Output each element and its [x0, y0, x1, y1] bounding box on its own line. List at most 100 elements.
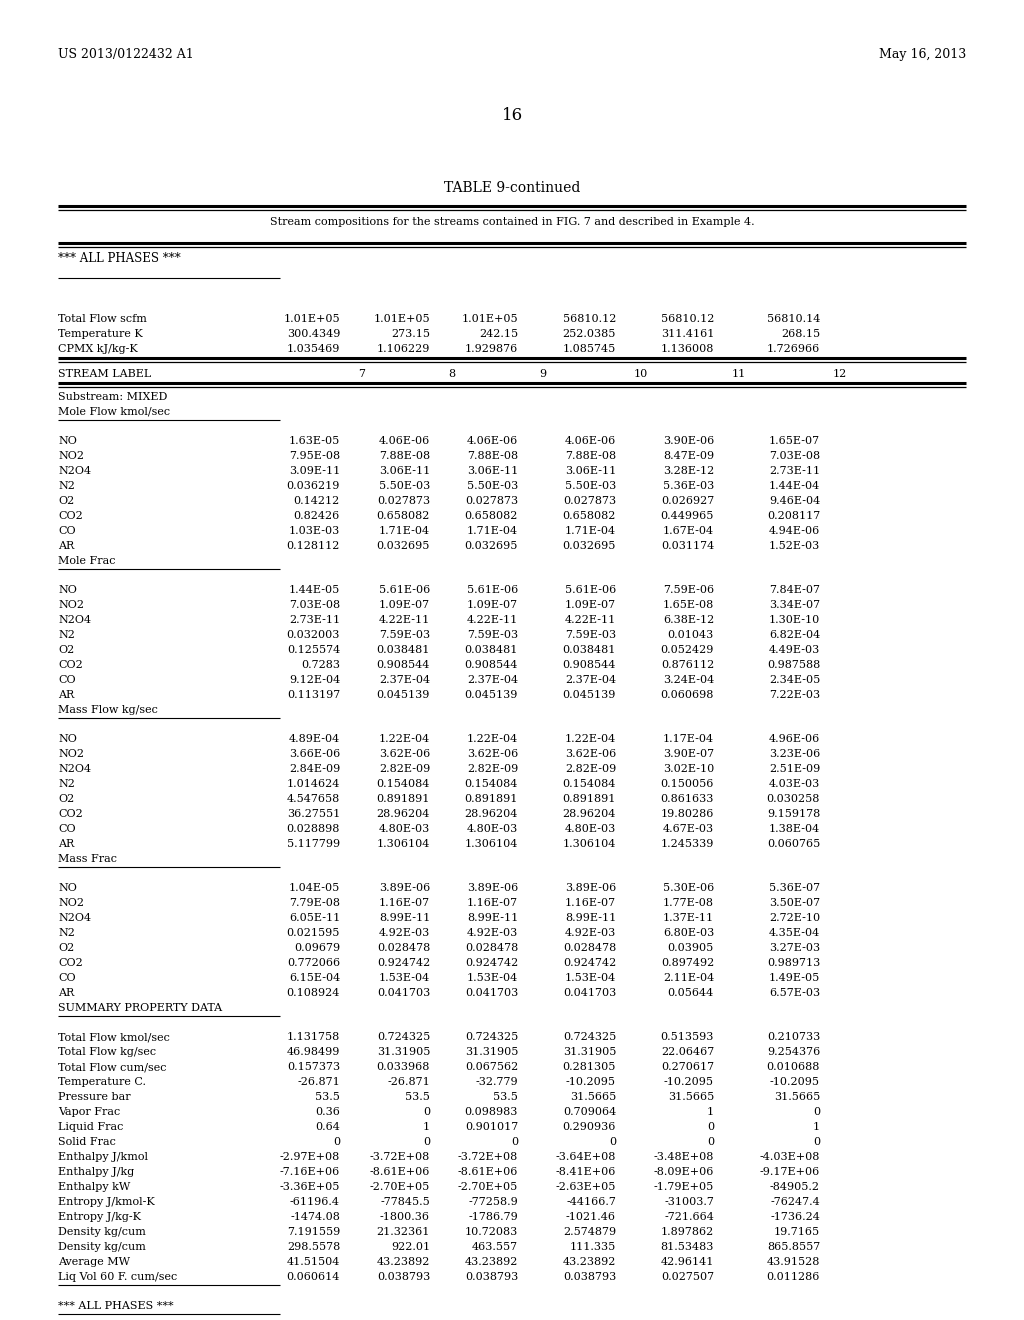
Text: 22.06467: 22.06467: [660, 1047, 714, 1057]
Text: 5.50E-03: 5.50E-03: [379, 480, 430, 491]
Text: 4.96E-06: 4.96E-06: [769, 734, 820, 744]
Text: 4.06E-06: 4.06E-06: [467, 436, 518, 446]
Text: 3.62E-06: 3.62E-06: [467, 748, 518, 759]
Text: 2.11E-04: 2.11E-04: [663, 973, 714, 983]
Text: -8.61E+06: -8.61E+06: [370, 1167, 430, 1177]
Text: 1.014624: 1.014624: [287, 779, 340, 789]
Text: 4.22E-11: 4.22E-11: [467, 615, 518, 624]
Text: 5.50E-03: 5.50E-03: [467, 480, 518, 491]
Text: 1.245339: 1.245339: [660, 840, 714, 849]
Text: 2.574879: 2.574879: [563, 1228, 616, 1237]
Text: 1.726966: 1.726966: [767, 345, 820, 354]
Text: AR: AR: [58, 690, 75, 700]
Text: 19.7165: 19.7165: [774, 1228, 820, 1237]
Text: STREAM LABEL: STREAM LABEL: [58, 370, 152, 379]
Text: 1.22E-04: 1.22E-04: [565, 734, 616, 744]
Text: 3.34E-07: 3.34E-07: [769, 601, 820, 610]
Text: 0.924742: 0.924742: [465, 958, 518, 968]
Text: 8: 8: [449, 370, 456, 379]
Text: 3.27E-03: 3.27E-03: [769, 942, 820, 953]
Text: 0.038793: 0.038793: [377, 1272, 430, 1282]
Text: 7.88E-08: 7.88E-08: [565, 451, 616, 461]
Text: 0.060698: 0.060698: [660, 690, 714, 700]
Text: 3.66E-06: 3.66E-06: [289, 748, 340, 759]
Text: 46.98499: 46.98499: [287, 1047, 340, 1057]
Text: 1.37E-11: 1.37E-11: [663, 913, 714, 923]
Text: 0.891891: 0.891891: [465, 795, 518, 804]
Text: 1.01E+05: 1.01E+05: [284, 314, 340, 323]
Text: 5.61E-06: 5.61E-06: [565, 585, 616, 595]
Text: 5.61E-06: 5.61E-06: [379, 585, 430, 595]
Text: O2: O2: [58, 795, 75, 804]
Text: 8.99E-11: 8.99E-11: [467, 913, 518, 923]
Text: 6.57E-03: 6.57E-03: [769, 987, 820, 998]
Text: AR: AR: [58, 840, 75, 849]
Text: 0.897492: 0.897492: [660, 958, 714, 968]
Text: 0.031174: 0.031174: [660, 541, 714, 550]
Text: CO2: CO2: [58, 958, 83, 968]
Text: 3.89E-06: 3.89E-06: [565, 883, 616, 894]
Text: 0.045139: 0.045139: [465, 690, 518, 700]
Text: 0.154084: 0.154084: [377, 779, 430, 789]
Text: 9.159178: 9.159178: [767, 809, 820, 818]
Text: -1786.79: -1786.79: [468, 1212, 518, 1222]
Text: 3.62E-06: 3.62E-06: [565, 748, 616, 759]
Text: 31.31905: 31.31905: [562, 1047, 616, 1057]
Text: 2.37E-04: 2.37E-04: [565, 675, 616, 685]
Text: 0.032695: 0.032695: [377, 541, 430, 550]
Text: N2O4: N2O4: [58, 466, 91, 477]
Text: Total Flow kg/sec: Total Flow kg/sec: [58, 1047, 156, 1057]
Text: 0.724325: 0.724325: [377, 1032, 430, 1041]
Text: 0.098983: 0.098983: [465, 1107, 518, 1117]
Text: 0.03905: 0.03905: [668, 942, 714, 953]
Text: -721.664: -721.664: [665, 1212, 714, 1222]
Text: US 2013/0122432 A1: US 2013/0122432 A1: [58, 48, 194, 61]
Text: 7.88E-08: 7.88E-08: [379, 451, 430, 461]
Text: 1.17E-04: 1.17E-04: [663, 734, 714, 744]
Text: TABLE 9-continued: TABLE 9-continued: [443, 181, 581, 195]
Text: 1.16E-07: 1.16E-07: [379, 898, 430, 908]
Text: 4.80E-03: 4.80E-03: [565, 824, 616, 834]
Text: 10.72083: 10.72083: [465, 1228, 518, 1237]
Text: 2.84E-09: 2.84E-09: [289, 764, 340, 774]
Text: 2.73E-11: 2.73E-11: [289, 615, 340, 624]
Text: 0.028478: 0.028478: [563, 942, 616, 953]
Text: 4.92E-03: 4.92E-03: [565, 928, 616, 939]
Text: -76247.4: -76247.4: [770, 1197, 820, 1206]
Text: 0.036219: 0.036219: [287, 480, 340, 491]
Text: 4.06E-06: 4.06E-06: [379, 436, 430, 446]
Text: 53.5: 53.5: [494, 1092, 518, 1102]
Text: 4.49E-03: 4.49E-03: [769, 645, 820, 655]
Text: 1.53E-04: 1.53E-04: [467, 973, 518, 983]
Text: 2.37E-04: 2.37E-04: [379, 675, 430, 685]
Text: 111.335: 111.335: [569, 1242, 616, 1251]
Text: Liquid Frac: Liquid Frac: [58, 1122, 123, 1133]
Text: -3.72E+08: -3.72E+08: [458, 1152, 518, 1162]
Text: 2.73E-11: 2.73E-11: [769, 466, 820, 477]
Text: CPMX kJ/kg-K: CPMX kJ/kg-K: [58, 345, 138, 354]
Text: 1.65E-08: 1.65E-08: [663, 601, 714, 610]
Text: 0.038481: 0.038481: [377, 645, 430, 655]
Text: -61196.4: -61196.4: [290, 1197, 340, 1206]
Text: 7.59E-03: 7.59E-03: [467, 630, 518, 640]
Text: 252.0385: 252.0385: [562, 329, 616, 339]
Text: -26.871: -26.871: [387, 1077, 430, 1086]
Text: 0.108924: 0.108924: [287, 987, 340, 998]
Text: AR: AR: [58, 987, 75, 998]
Text: 1.929876: 1.929876: [465, 345, 518, 354]
Text: Enthalpy kW: Enthalpy kW: [58, 1181, 130, 1192]
Text: 0.513593: 0.513593: [660, 1032, 714, 1041]
Text: 0.901017: 0.901017: [465, 1122, 518, 1133]
Text: 0.290936: 0.290936: [562, 1122, 616, 1133]
Text: 6.80E-03: 6.80E-03: [663, 928, 714, 939]
Text: 0.021595: 0.021595: [287, 928, 340, 939]
Text: NO: NO: [58, 585, 77, 595]
Text: 0.891891: 0.891891: [562, 795, 616, 804]
Text: 7.03E-08: 7.03E-08: [769, 451, 820, 461]
Text: 4.22E-11: 4.22E-11: [565, 615, 616, 624]
Text: 0.154084: 0.154084: [562, 779, 616, 789]
Text: 0.987588: 0.987588: [767, 660, 820, 671]
Text: 0.924742: 0.924742: [377, 958, 430, 968]
Text: 3.62E-06: 3.62E-06: [379, 748, 430, 759]
Text: -26.871: -26.871: [297, 1077, 340, 1086]
